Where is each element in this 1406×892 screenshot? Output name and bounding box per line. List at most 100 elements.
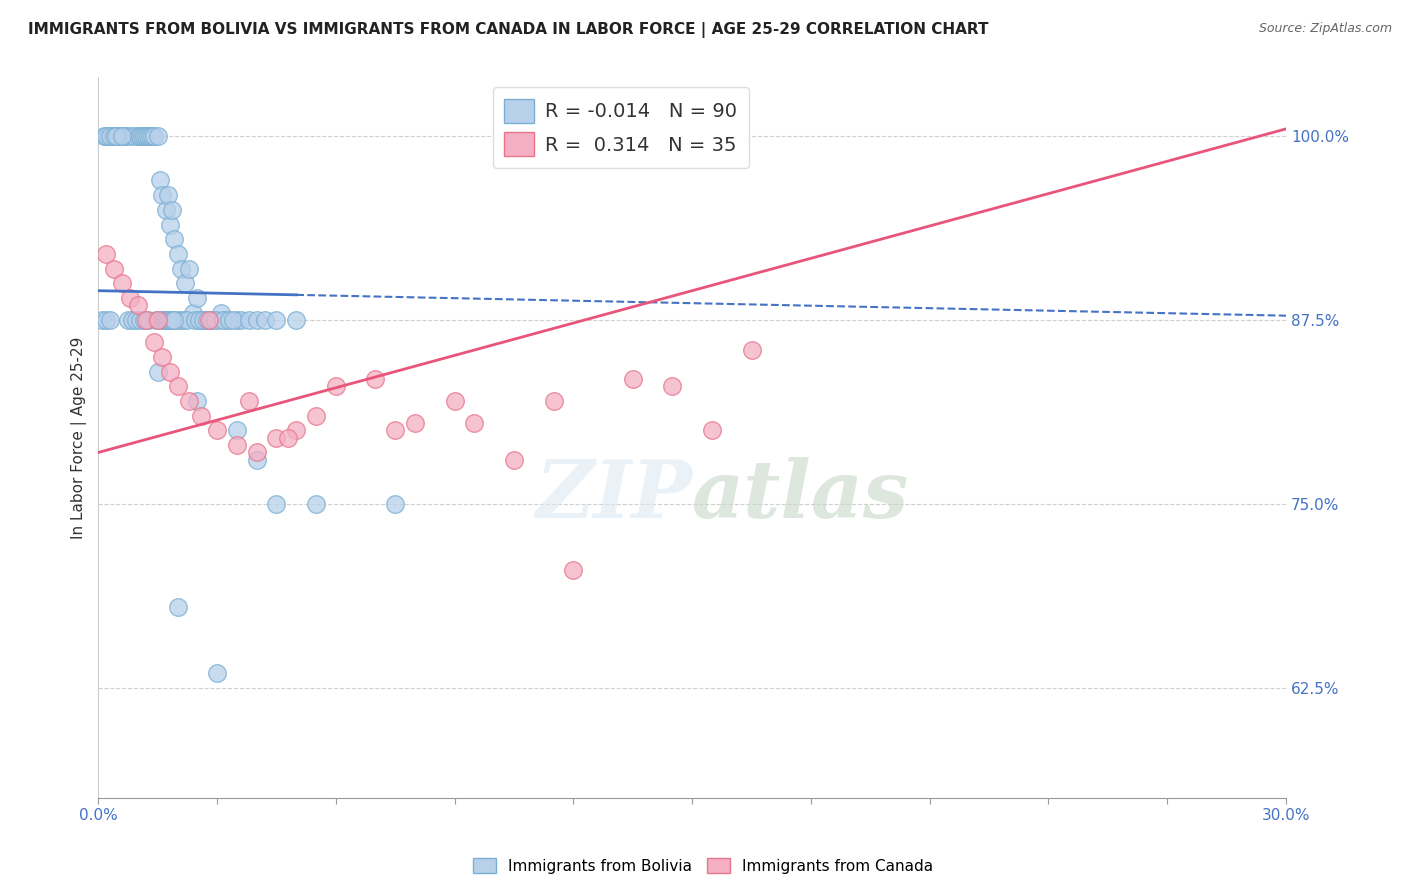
Point — [253, 313, 276, 327]
Point — [179, 394, 201, 409]
Point — [193, 313, 215, 327]
Point — [222, 313, 245, 327]
Point — [364, 372, 387, 386]
Point — [195, 313, 218, 327]
Point — [166, 247, 188, 261]
Point — [238, 313, 260, 327]
Point — [212, 313, 235, 327]
Point — [150, 188, 173, 202]
Point — [225, 424, 247, 438]
Point — [218, 313, 240, 327]
Point — [135, 129, 157, 144]
Point — [111, 277, 134, 291]
Point — [179, 261, 201, 276]
Point — [661, 379, 683, 393]
Point — [325, 379, 347, 393]
Point — [142, 129, 165, 144]
Point — [129, 129, 152, 144]
Text: IMMIGRANTS FROM BOLIVIA VS IMMIGRANTS FROM CANADA IN LABOR FORCE | AGE 25-29 COR: IMMIGRANTS FROM BOLIVIA VS IMMIGRANTS FR… — [28, 22, 988, 38]
Point — [184, 313, 207, 327]
Point — [169, 313, 191, 327]
Point — [305, 497, 328, 511]
Point — [305, 409, 328, 423]
Point — [132, 313, 155, 327]
Point — [131, 129, 153, 144]
Point — [152, 313, 174, 327]
Point — [101, 129, 124, 144]
Point — [135, 313, 157, 327]
Point — [205, 313, 228, 327]
Point — [183, 306, 205, 320]
Point — [118, 129, 141, 144]
Point — [205, 666, 228, 681]
Point — [156, 188, 179, 202]
Point — [142, 335, 165, 350]
Point — [246, 445, 269, 459]
Point — [160, 202, 183, 217]
Point — [160, 313, 183, 327]
Point — [285, 424, 308, 438]
Point — [186, 394, 208, 409]
Y-axis label: In Labor Force | Age 25-29: In Labor Force | Age 25-29 — [72, 336, 87, 539]
Point — [91, 313, 114, 327]
Point — [156, 313, 179, 327]
Point — [105, 129, 128, 144]
Point — [166, 599, 188, 614]
Point — [463, 416, 485, 430]
Point — [162, 313, 184, 327]
Point — [150, 313, 173, 327]
Point — [190, 313, 212, 327]
Point — [155, 202, 177, 217]
Point — [170, 261, 193, 276]
Point — [204, 313, 226, 327]
Point — [266, 497, 288, 511]
Point — [562, 563, 585, 577]
Point — [132, 129, 155, 144]
Point — [125, 313, 148, 327]
Legend: Immigrants from Bolivia, Immigrants from Canada: Immigrants from Bolivia, Immigrants from… — [467, 852, 939, 880]
Point — [700, 424, 723, 438]
Point — [277, 431, 299, 445]
Point — [214, 313, 236, 327]
Point — [225, 438, 247, 452]
Point — [96, 129, 118, 144]
Point — [200, 313, 222, 327]
Point — [165, 313, 187, 327]
Point — [103, 261, 125, 276]
Point — [98, 129, 121, 144]
Point — [162, 232, 184, 246]
Point — [146, 129, 169, 144]
Point — [225, 313, 247, 327]
Point — [117, 313, 139, 327]
Point — [155, 313, 177, 327]
Legend: R = -0.014   N = 90, R =  0.314   N = 35: R = -0.014 N = 90, R = 0.314 N = 35 — [494, 87, 749, 168]
Point — [198, 313, 221, 327]
Text: Source: ZipAtlas.com: Source: ZipAtlas.com — [1258, 22, 1392, 36]
Point — [404, 416, 426, 430]
Point — [188, 313, 211, 327]
Point — [146, 365, 169, 379]
Point — [146, 313, 169, 327]
Point — [98, 313, 121, 327]
Point — [205, 424, 228, 438]
Point — [107, 129, 129, 144]
Point — [503, 452, 526, 467]
Point — [152, 313, 174, 327]
Point — [115, 129, 138, 144]
Point — [136, 129, 159, 144]
Point — [97, 129, 120, 144]
Point — [127, 298, 149, 312]
Text: ZIP: ZIP — [536, 457, 692, 534]
Point — [108, 129, 131, 144]
Point — [136, 313, 159, 327]
Point — [127, 129, 149, 144]
Point — [103, 129, 125, 144]
Point — [621, 372, 644, 386]
Point — [118, 291, 141, 305]
Point — [266, 431, 288, 445]
Text: atlas: atlas — [692, 457, 910, 534]
Point — [172, 313, 194, 327]
Point — [209, 306, 232, 320]
Point — [159, 218, 181, 232]
Point — [139, 129, 162, 144]
